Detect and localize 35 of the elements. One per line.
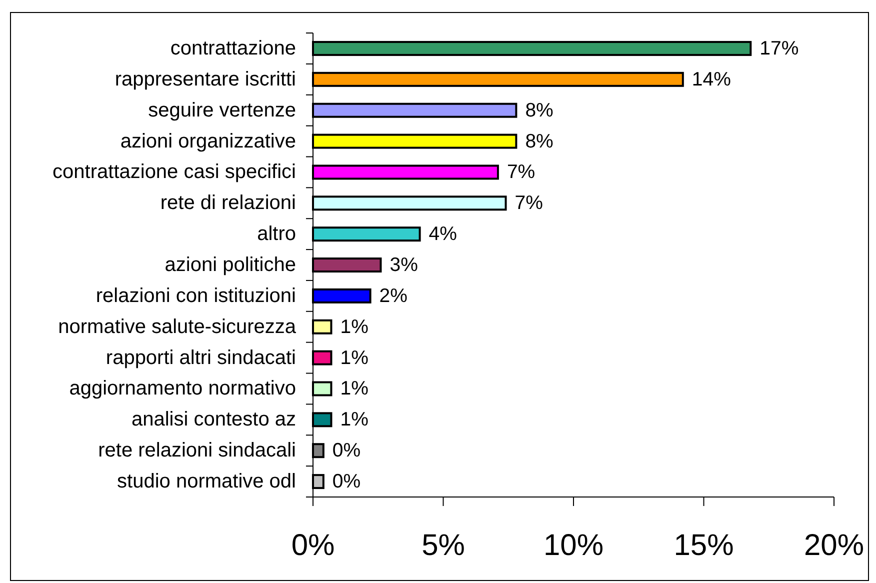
data-label: 1% [340, 316, 368, 338]
x-tick-label: 5% [422, 529, 465, 562]
y-tick-label: rete di relazioni [160, 192, 296, 214]
x-tick-label: 20% [804, 529, 864, 562]
data-label: 17% [760, 37, 799, 60]
y-tick-label: rete relazioni sindacali [98, 440, 296, 462]
y-tick-label: azioni politiche [164, 254, 296, 276]
data-label: 0% [332, 440, 361, 462]
x-tick-label: 0% [291, 529, 335, 562]
y-tick-label: altro [257, 223, 296, 246]
data-label: 1% [340, 378, 368, 400]
y-tick-label: contrattazione [170, 37, 296, 60]
y-tick-label: seguire vertenze [148, 99, 296, 122]
data-label: 2% [379, 284, 408, 307]
y-tick-label: azioni organizzative [120, 130, 296, 152]
data-label: 14% [692, 68, 731, 90]
y-tick-label: studio normative odl [117, 470, 296, 493]
data-label: 0% [332, 470, 361, 493]
x-tick-label: 10% [543, 529, 604, 562]
y-tick-label: relazioni con istituzioni [96, 284, 296, 307]
data-label: 7% [506, 161, 536, 184]
x-tick-label: 15% [674, 529, 734, 562]
y-tick-label: analisi contesto az [131, 408, 296, 431]
y-tick-label: contrattazione casi specifici [52, 161, 296, 184]
data-label: 1% [340, 346, 368, 369]
y-tick-label: aggiornamento normativo [69, 378, 296, 400]
y-tick-label: rappresentare iscritti [114, 68, 296, 90]
data-label: 7% [514, 192, 543, 214]
y-tick-label: normative salute-sicurezza [58, 316, 297, 338]
data-label: 8% [525, 130, 554, 152]
data-label: 1% [340, 408, 368, 431]
y-tick-label: rapporti altri sindacati [106, 346, 296, 369]
data-label: 4% [428, 223, 457, 246]
data-label: 8% [525, 99, 554, 122]
data-label: 3% [390, 254, 418, 276]
